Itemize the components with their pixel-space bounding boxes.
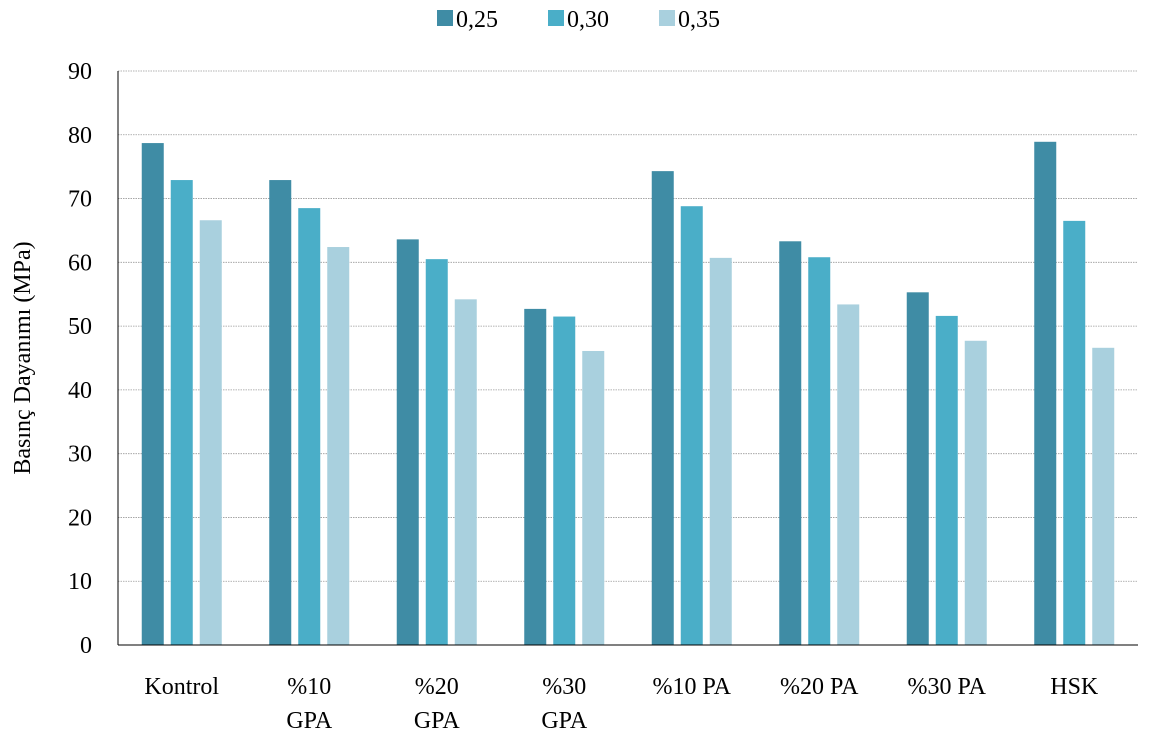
y-axis-tick-labels: 0 10 20 30 40 50 60 70 80 90 bbox=[68, 59, 92, 659]
bar bbox=[553, 316, 576, 645]
bar bbox=[141, 143, 164, 645]
x-category-label: Kontrol bbox=[144, 674, 219, 700]
y-tick-label: 50 bbox=[68, 314, 92, 340]
y-tick-label: 30 bbox=[68, 442, 92, 468]
y-tick-label: 70 bbox=[68, 187, 92, 213]
legend-swatch bbox=[659, 10, 675, 26]
bar bbox=[327, 247, 350, 645]
bar bbox=[396, 239, 419, 645]
bar bbox=[199, 220, 222, 646]
bar bbox=[269, 180, 292, 645]
bar bbox=[935, 315, 958, 645]
y-tick-label: 90 bbox=[68, 59, 92, 85]
x-category-label: %30 bbox=[542, 674, 586, 700]
x-category-label: %30 PA bbox=[908, 674, 987, 700]
bar bbox=[651, 171, 674, 645]
y-axis-title: Basınç Dayanımı (MPa) bbox=[10, 241, 36, 474]
bar bbox=[680, 206, 703, 645]
legend-swatch bbox=[437, 10, 453, 26]
legend-swatch bbox=[548, 10, 564, 26]
bar bbox=[906, 292, 929, 645]
legend-label: 0,35 bbox=[678, 7, 720, 33]
bar bbox=[779, 241, 802, 645]
bar bbox=[837, 304, 860, 645]
bar bbox=[1092, 347, 1115, 645]
y-tick-label: 60 bbox=[68, 250, 92, 276]
bars bbox=[141, 141, 1115, 646]
bar bbox=[524, 308, 547, 645]
bar bbox=[808, 257, 831, 645]
bar bbox=[709, 257, 732, 645]
x-category-label: GPA bbox=[414, 708, 460, 734]
x-category-label: HSK bbox=[1050, 674, 1099, 700]
y-tick-label: 40 bbox=[68, 378, 92, 404]
x-category-label: %20 bbox=[415, 674, 459, 700]
x-category-label: %10 bbox=[287, 674, 331, 700]
legend: 0,25 0,30 0,35 bbox=[437, 7, 720, 33]
bar bbox=[582, 350, 605, 645]
bar bbox=[1034, 141, 1057, 645]
legend-label: 0,30 bbox=[567, 7, 609, 33]
x-category-label: GPA bbox=[541, 708, 587, 734]
y-tick-label: 20 bbox=[68, 505, 92, 531]
y-tick-label: 10 bbox=[68, 569, 92, 595]
bar bbox=[170, 180, 193, 645]
y-tick-label: 80 bbox=[68, 123, 92, 149]
bar bbox=[1063, 220, 1086, 645]
y-tick-label: 0 bbox=[80, 633, 92, 659]
bar bbox=[425, 259, 448, 645]
x-category-label: %20 PA bbox=[780, 674, 859, 700]
x-axis-category-labels: Kontrol %10 GPA %20 GPA %30 GPA %10 PA %20 PA %30… bbox=[144, 674, 1099, 734]
legend-label: 0,25 bbox=[456, 7, 498, 33]
bar bbox=[298, 208, 321, 645]
bar bbox=[964, 340, 987, 645]
x-category-label: %10 PA bbox=[653, 674, 732, 700]
bar bbox=[454, 299, 477, 645]
x-category-label: GPA bbox=[286, 708, 332, 734]
